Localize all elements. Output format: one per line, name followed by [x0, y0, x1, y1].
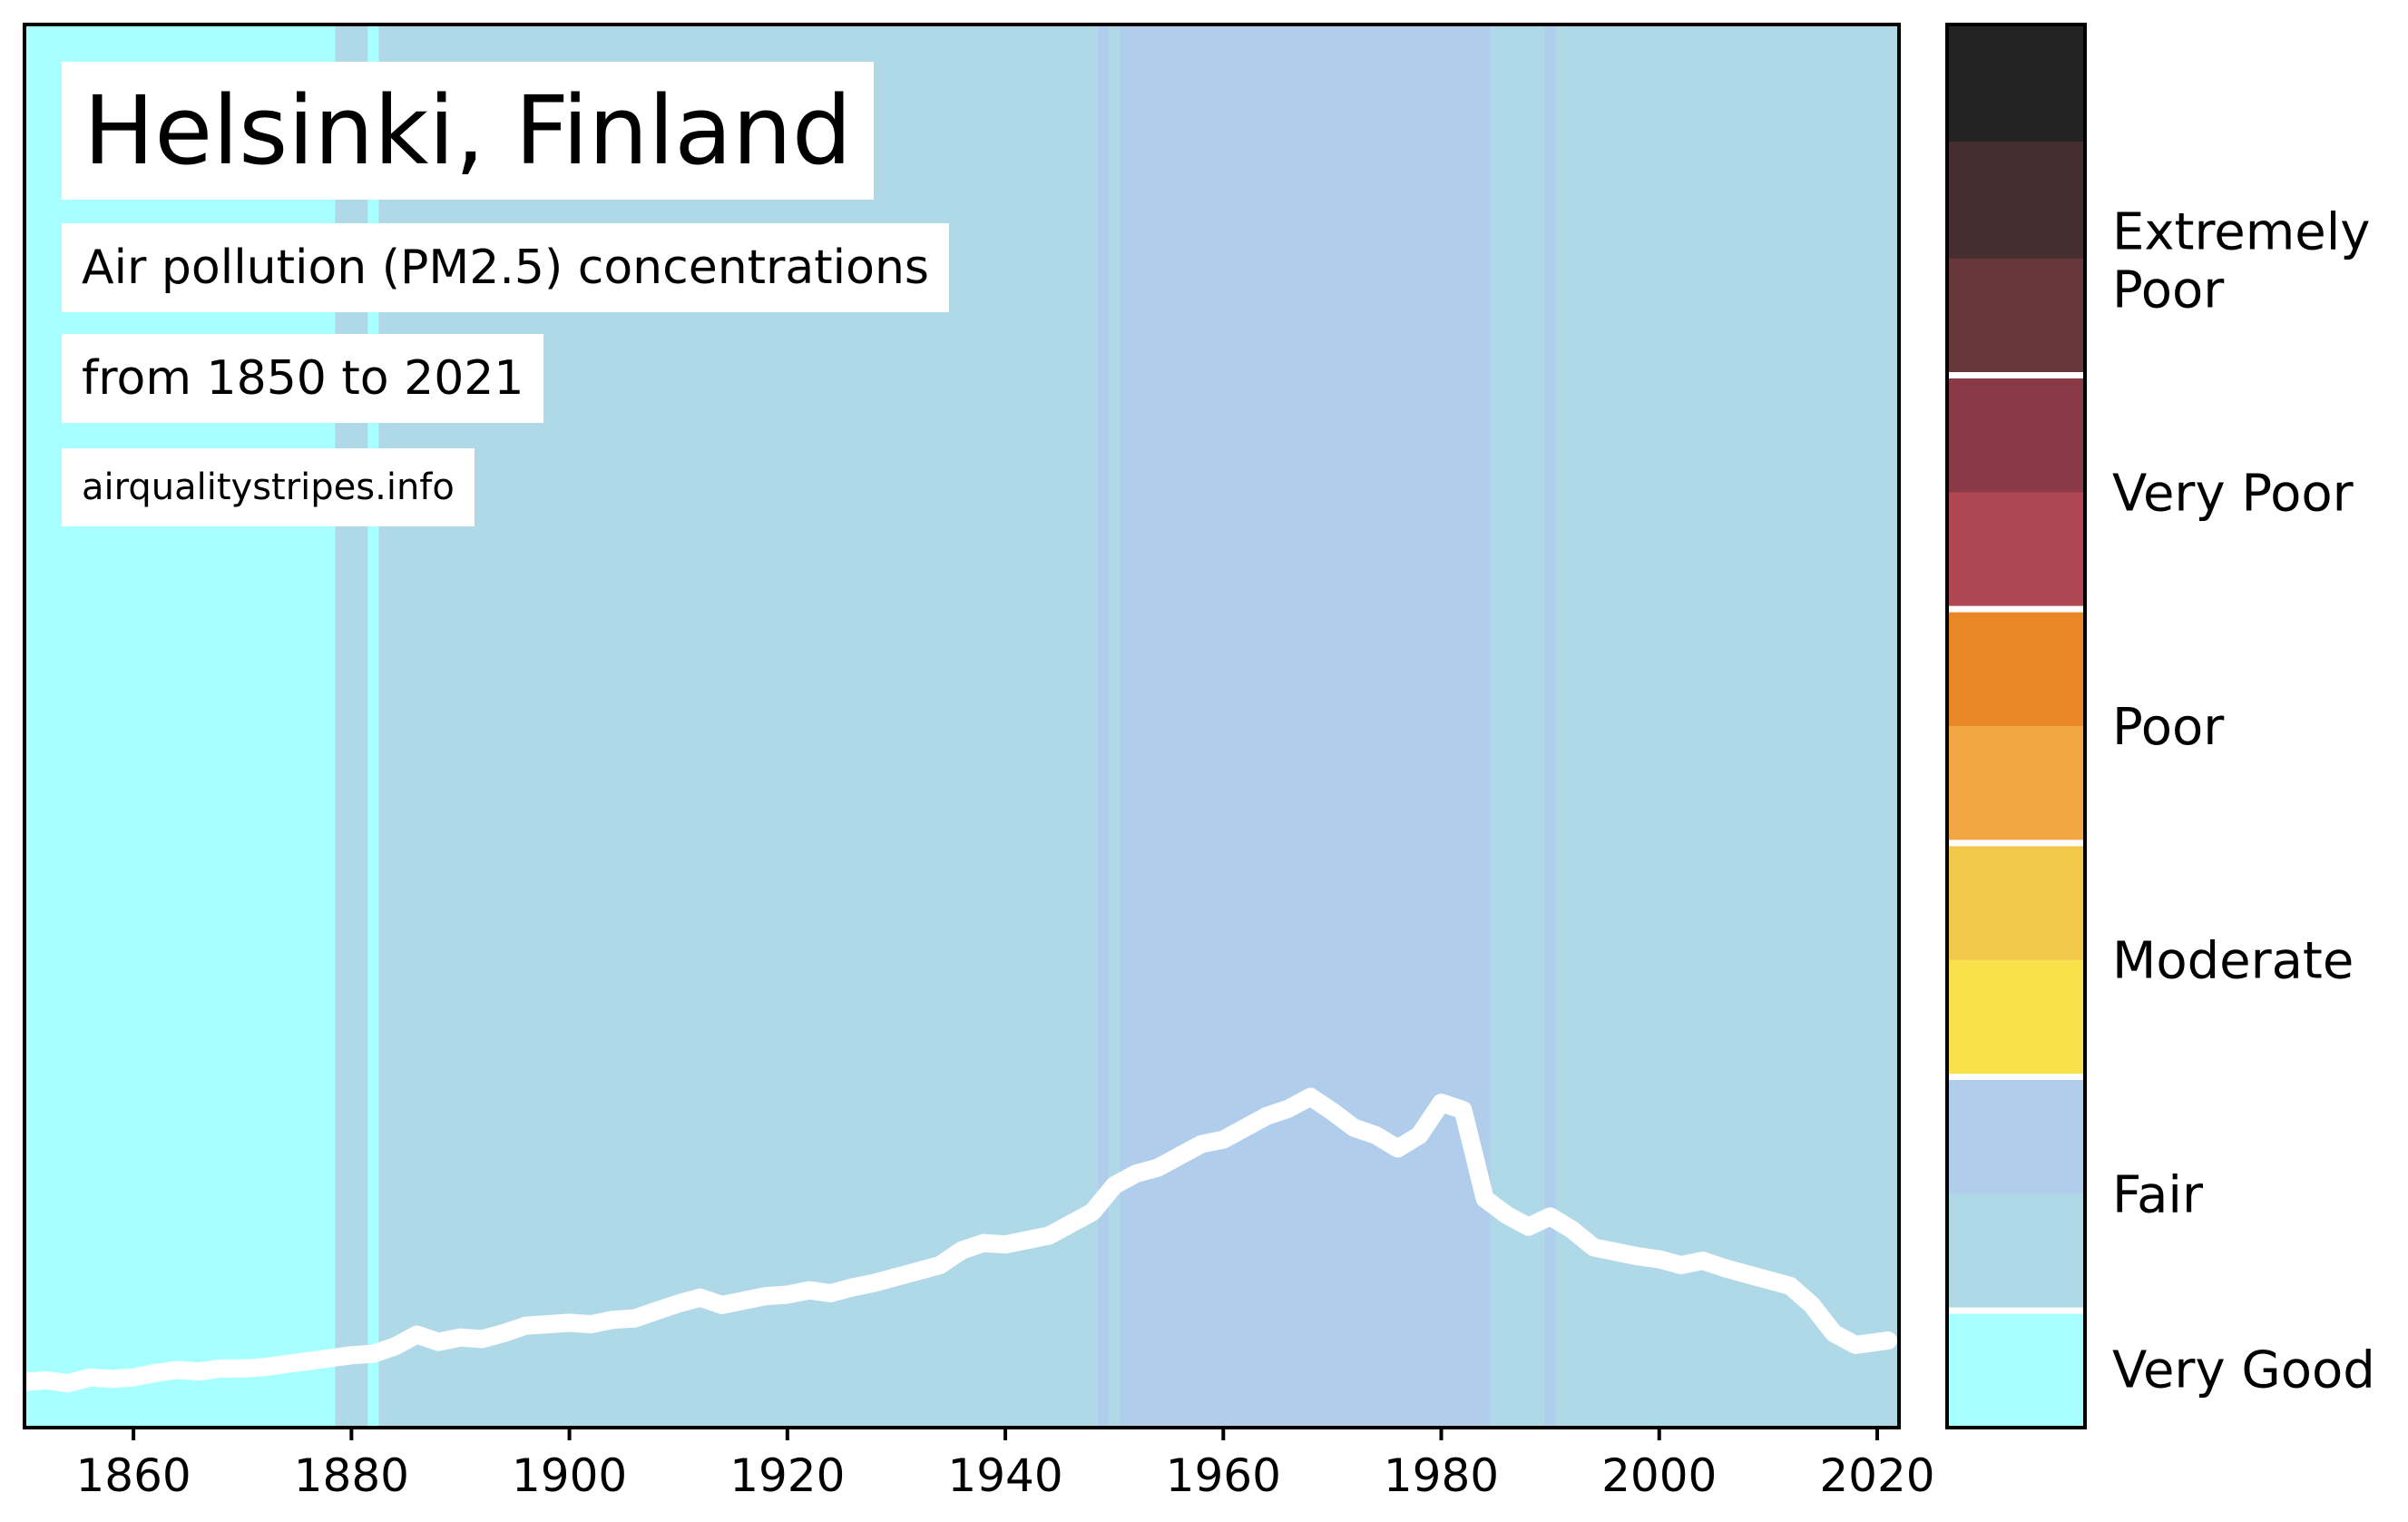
stripe-7 [1490, 25, 1546, 1428]
plot-frame [23, 23, 1901, 1429]
stripe-8 [1544, 25, 1557, 1428]
legend-band-6 [1947, 726, 2085, 844]
stripe-4 [1098, 25, 1110, 1428]
legend-band-11 [1947, 1311, 2085, 1429]
x-tick-label-2020: 2020 [1819, 1449, 1934, 1502]
legend-band-0 [1947, 25, 2085, 142]
legend-label-very-poor: Very Poor [2112, 464, 2354, 523]
legend-band-4 [1947, 492, 2085, 610]
source-credit: airqualitystripes.info [62, 448, 475, 526]
legend-band-3 [1947, 375, 2085, 493]
legend-band-9 [1947, 1076, 2085, 1194]
x-tick-label-1980: 1980 [1384, 1449, 1499, 1502]
x-tick-label-1920: 1920 [729, 1449, 845, 1502]
legend-band-2 [1947, 258, 2085, 376]
x-tick-label-1860: 1860 [75, 1449, 191, 1502]
chart-title: Helsinki, Finland [62, 62, 874, 200]
legend-label-extremely-poor: Extremely Poor [2112, 203, 2370, 320]
x-tick-label-1880: 1880 [294, 1449, 409, 1502]
legend-label-fair: Fair [2112, 1165, 2204, 1224]
x-tick-label-2000: 2000 [1601, 1449, 1717, 1502]
legend-label-very-good: Very Good [2112, 1341, 2375, 1400]
legend-band-7 [1947, 842, 2085, 961]
x-tick-label-1960: 1960 [1166, 1449, 1281, 1502]
legend-frame [1945, 23, 2087, 1429]
stripe-9 [1555, 25, 1900, 1428]
stripe-6 [1120, 25, 1492, 1428]
x-axis: 1860 1880 1900 1920 1940 1960 1980 2000 2020 [75, 1428, 1935, 1502]
legend-label-moderate: Moderate [2112, 932, 2354, 991]
legend-label-poor: Poor [2112, 698, 2225, 757]
chart-subtitle-line-2: from 1850 to 2021 [62, 334, 544, 423]
concentration-line [15, 1087, 1897, 1393]
category-legend: Extremely Poor Very Poor Poor Moderate Fair Ve… [1945, 23, 2375, 1429]
legend-band-8 [1947, 959, 2085, 1077]
x-tick-label-1940: 1940 [947, 1449, 1062, 1502]
legend-band-1 [1947, 141, 2085, 260]
x-tick-label-1900: 1900 [512, 1449, 627, 1502]
stripe-5 [1109, 25, 1121, 1428]
pm25-series-line [15, 1087, 1897, 1393]
legend-band-5 [1947, 609, 2085, 727]
legend-band-10 [1947, 1193, 2085, 1311]
chart-subtitle-line-1: Air pollution (PM2.5) concentrations [62, 223, 949, 312]
